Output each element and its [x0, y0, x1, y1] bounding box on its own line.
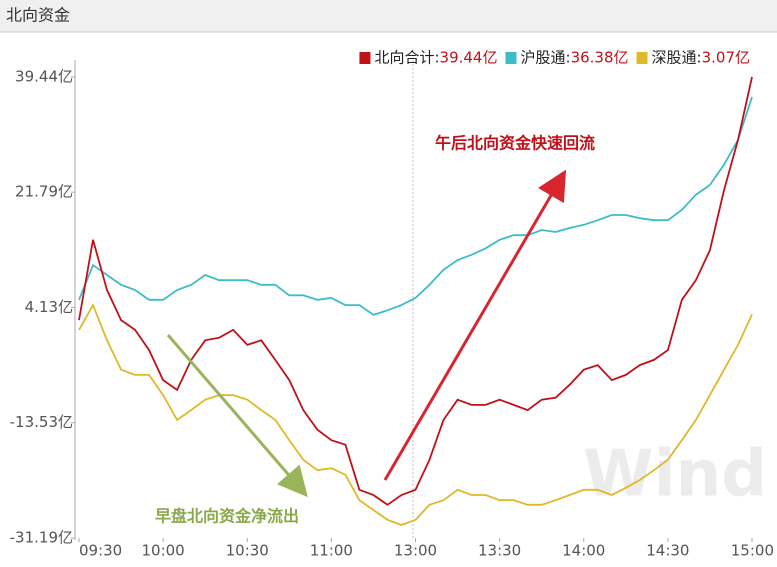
y-tick-label: 39.44亿: [15, 68, 73, 86]
panel-header: [0, 0, 777, 32]
series-line: [78, 96, 753, 316]
legend-label: 沪股通: [520, 49, 565, 67]
x-tick-label: 13:00: [394, 542, 437, 560]
y-tick-label: -31.19亿: [10, 529, 73, 547]
x-tick-label: 10:00: [142, 542, 185, 560]
legend-swatch: [359, 52, 371, 64]
panel-title: 北向资金: [6, 6, 70, 25]
annotation: 午后北向资金快速回流: [435, 134, 595, 153]
legend-separator: :: [434, 49, 439, 67]
y-tick-label: -13.53亿: [10, 413, 73, 431]
arrow: [166, 334, 308, 498]
legend-separator: :: [566, 49, 571, 67]
arrow: [383, 169, 567, 481]
x-tick-label: 14:30: [646, 542, 689, 560]
legend-label: 北向合计: [374, 49, 434, 67]
x-tick-label: 09:30: [79, 542, 122, 560]
y-tick-label: 21.79亿: [15, 183, 73, 201]
series-line: [78, 303, 753, 526]
legend-swatch: [636, 52, 648, 64]
x-tick-label: 11:00: [310, 542, 353, 560]
annotation: 早盘北向资金净流出: [155, 507, 299, 526]
plot: 39.44亿 21.79亿 4.13亿 -13.53亿 -31.19亿 09:30 10:0…: [10, 68, 774, 560]
legend-value: 36.38亿: [571, 49, 629, 67]
legend-label: 深股通: [652, 49, 697, 67]
legend-separator: :: [697, 49, 702, 67]
x-tick-label: 13:30: [478, 542, 521, 560]
x-tick-label: 10:30: [226, 542, 269, 560]
legend-value: 3.07亿: [702, 49, 750, 67]
x-tick-label: 14:00: [562, 542, 605, 560]
legend-swatch: [505, 52, 517, 64]
y-tick-label: 4.13亿: [25, 298, 73, 316]
x-tick-label: 15:00: [731, 542, 774, 560]
legend-value: 39.44亿: [440, 49, 498, 67]
